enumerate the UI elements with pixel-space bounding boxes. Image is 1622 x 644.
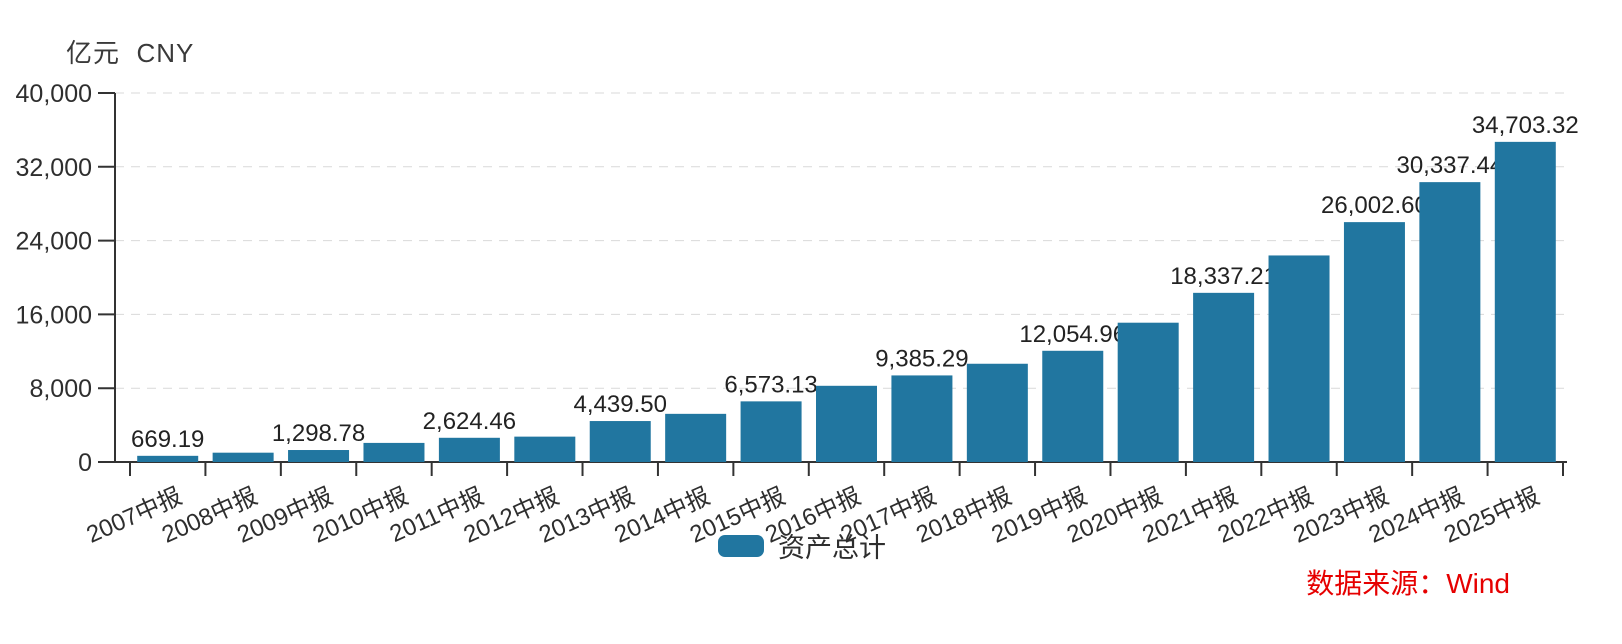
legend-label: 资产总计 bbox=[778, 533, 886, 563]
bar-2021[interactable] bbox=[1193, 292, 1255, 462]
bar-2012[interactable] bbox=[514, 436, 576, 462]
y-axis-tick-label: 8,000 bbox=[29, 375, 92, 403]
y-axis-tick-label: 24,000 bbox=[16, 228, 92, 256]
bar-2010[interactable] bbox=[363, 442, 425, 462]
bar-2024[interactable] bbox=[1419, 182, 1481, 462]
y-axis-tick-label: 0 bbox=[78, 449, 92, 477]
bar-2022[interactable] bbox=[1268, 255, 1330, 462]
bar-2016[interactable] bbox=[816, 385, 877, 462]
y-axis-unit-label: 亿元 CNY bbox=[66, 38, 195, 68]
bar-2017[interactable] bbox=[891, 375, 953, 462]
bar-2009[interactable] bbox=[288, 450, 350, 462]
bar-2007[interactable] bbox=[137, 455, 199, 462]
bar-value-label-2011: 2,624.46 bbox=[423, 408, 516, 435]
bar-2008[interactable] bbox=[212, 452, 274, 462]
bar-2013[interactable] bbox=[589, 421, 651, 462]
bar-2018[interactable] bbox=[966, 363, 1028, 462]
bar-value-label-2019: 12,054.96 bbox=[1019, 321, 1126, 348]
bar-2020[interactable] bbox=[1117, 322, 1179, 462]
y-axis-tick-label: 16,000 bbox=[16, 301, 92, 329]
bar-2025[interactable] bbox=[1494, 141, 1556, 462]
legend-item-total-assets[interactable]: 资产总计 bbox=[718, 526, 886, 565]
bar-2015[interactable] bbox=[740, 401, 802, 462]
y-axis-tick-label: 32,000 bbox=[16, 154, 92, 182]
bar-2011[interactable] bbox=[438, 437, 500, 462]
bar-value-label-2017: 9,385.29 bbox=[875, 345, 968, 372]
bar-value-label-2007: 669.19 bbox=[131, 426, 204, 453]
y-axis-tick-label: 40,000 bbox=[16, 80, 92, 108]
data-source-note: 数据来源：Wind bbox=[1306, 568, 1510, 599]
legend-swatch bbox=[718, 534, 764, 557]
bar-value-label-2023: 26,002.60 bbox=[1321, 192, 1428, 219]
bar-2014[interactable] bbox=[665, 413, 727, 462]
bar-value-label-2024: 30,337.44 bbox=[1396, 152, 1503, 179]
bar-value-label-2013: 4,439.50 bbox=[574, 391, 667, 418]
bar-value-label-2025: 34,703.32 bbox=[1472, 112, 1579, 139]
bar-value-label-2021: 18,337.21 bbox=[1170, 263, 1277, 290]
bar-value-label-2015: 6,573.13 bbox=[724, 371, 817, 398]
bar-2023[interactable] bbox=[1343, 222, 1405, 462]
bar-2019[interactable] bbox=[1042, 350, 1104, 462]
bar-value-label-2009: 1,298.78 bbox=[272, 420, 365, 447]
